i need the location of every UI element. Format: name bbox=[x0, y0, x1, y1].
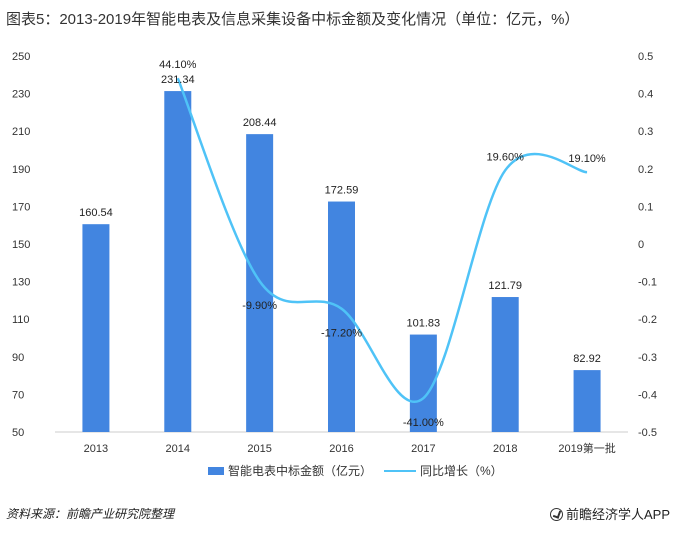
line-value-label: 44.10% bbox=[159, 59, 197, 71]
y-right-tick-label: -0.1 bbox=[638, 277, 657, 289]
y-left-tick-label: 50 bbox=[12, 427, 24, 439]
chart-title: 图表5：2013-2019年智能电表及信息采集设备中标金额及变化情况（单位：亿元… bbox=[6, 11, 580, 28]
y-right-tick-label: -0.3 bbox=[638, 352, 657, 364]
x-tick-label: 2018 bbox=[493, 443, 517, 455]
brand-credit: 前瞻经济学人APP bbox=[549, 504, 670, 523]
brand-name: 前瞻经济学人APP bbox=[565, 507, 670, 522]
line-value-label: -41.00% bbox=[403, 417, 444, 429]
y-right-tick-label: 0.2 bbox=[638, 164, 653, 176]
x-tick-label: 2016 bbox=[329, 443, 353, 455]
x-tick-label: 2013 bbox=[84, 443, 108, 455]
y-right-tick-label: -0.2 bbox=[638, 314, 657, 326]
line-value-label: 19.60% bbox=[487, 151, 525, 163]
bar-value-label: 172.59 bbox=[325, 185, 359, 197]
y-left-tick-label: 70 bbox=[12, 389, 24, 401]
axis-layer: 50 70 90 110 130 150 170 190 210 230 250 -0.5 -0.4 -0… bbox=[12, 51, 657, 455]
bar-value-label: 101.83 bbox=[407, 318, 441, 330]
y-right-tick-label: -0.5 bbox=[638, 427, 657, 439]
y-left-tick-label: 210 bbox=[12, 126, 30, 138]
x-tick-label: 2019第一批 bbox=[558, 441, 615, 455]
y-left-tick-label: 230 bbox=[12, 89, 30, 101]
bar-value-label: 160.54 bbox=[79, 207, 113, 219]
y-left-tick-label: 130 bbox=[12, 277, 30, 289]
source-note: 资料来源：前瞻产业研究院整理 bbox=[6, 507, 175, 521]
y-left-tick-label: 190 bbox=[12, 164, 30, 176]
y-left-tick-label: 150 bbox=[12, 239, 30, 251]
y-left-tick-label: 110 bbox=[12, 314, 30, 326]
legend-swatch-bar bbox=[208, 467, 224, 475]
y-right-tick-label: 0 bbox=[638, 239, 644, 251]
bar bbox=[164, 91, 192, 432]
line-value-label: -9.90% bbox=[242, 300, 277, 312]
growth-line bbox=[176, 77, 588, 403]
data-labels: 160.54 231.34 208.44 172.59 101.83 121.79 82.9… bbox=[79, 59, 606, 429]
line-value-label: 19.10% bbox=[568, 153, 606, 165]
bar-value-label: 231.34 bbox=[161, 74, 195, 86]
bar-value-label: 121.79 bbox=[488, 280, 522, 292]
brand-logo-icon bbox=[549, 508, 563, 521]
y-right-tick-label: 0.1 bbox=[638, 201, 653, 213]
y-right-tick-label: 0.4 bbox=[638, 89, 653, 101]
bar-series bbox=[82, 91, 601, 432]
y-left-tick-label: 170 bbox=[12, 201, 30, 213]
bar bbox=[573, 370, 601, 432]
y-right-tick-label: 0.5 bbox=[638, 51, 653, 63]
legend: 智能电表中标金额（亿元） 同比增长（%） bbox=[208, 463, 503, 478]
legend-label-line: 同比增长（%） bbox=[420, 464, 503, 478]
x-tick-label: 2017 bbox=[411, 443, 435, 455]
x-tick-label: 2014 bbox=[166, 443, 190, 455]
y-left-tick-label: 90 bbox=[12, 352, 24, 364]
bar-value-label: 208.44 bbox=[243, 117, 277, 129]
bar-value-label: 82.92 bbox=[573, 353, 601, 365]
legend-label-bar: 智能电表中标金额（亿元） bbox=[228, 463, 372, 478]
line-value-label: -17.20% bbox=[321, 328, 362, 340]
bar bbox=[491, 297, 519, 432]
y-right-tick-label: -0.4 bbox=[638, 389, 657, 401]
bar bbox=[82, 224, 110, 432]
y-left-tick-label: 250 bbox=[12, 51, 30, 63]
x-tick-label: 2015 bbox=[247, 443, 271, 455]
y-right-tick-label: 0.3 bbox=[638, 126, 653, 138]
